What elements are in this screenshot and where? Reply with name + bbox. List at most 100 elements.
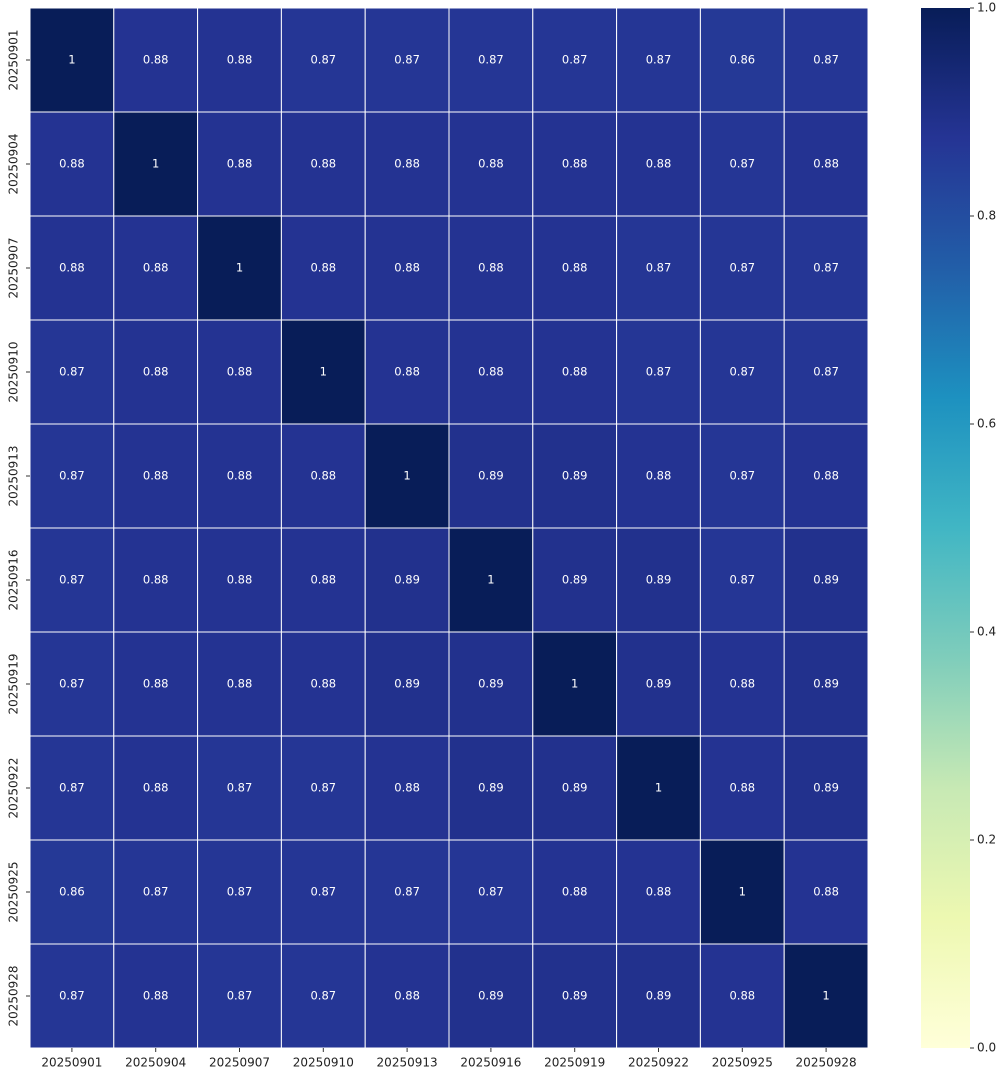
heatmap-cell — [699, 423, 785, 529]
cell-label: 0.87 — [59, 677, 85, 691]
cell-label: 0.88 — [143, 573, 169, 587]
heatmap-cell — [197, 735, 282, 841]
y-tick-label: 20250904 — [7, 133, 21, 194]
cell-label: 0.88 — [478, 261, 504, 275]
x-tick-label: 20250919 — [544, 1056, 605, 1070]
y-tick-label: 20250913 — [7, 445, 21, 506]
cell-label: 0.87 — [143, 885, 169, 899]
cell-label: 0.88 — [59, 261, 85, 275]
heatmap-cell — [29, 215, 115, 321]
cell-label: 0.88 — [478, 157, 504, 171]
cell-label: 0.88 — [813, 885, 839, 899]
heatmap-cell — [448, 7, 534, 113]
cell-label: 0.88 — [394, 261, 420, 275]
heatmap-cell — [532, 111, 618, 217]
cell-label: 1 — [571, 677, 578, 691]
cell-label: 0.87 — [310, 885, 336, 899]
heatmap-cell — [448, 319, 534, 425]
cell-label: 0.89 — [813, 677, 839, 691]
heatmap-cell — [29, 527, 115, 633]
cell-label: 0.88 — [394, 157, 420, 171]
heatmap-cell — [532, 423, 618, 529]
cell-label: 0.87 — [646, 53, 672, 67]
colorbar-tick-label: 0.8 — [977, 209, 996, 223]
cell-label: 0.87 — [59, 573, 85, 587]
heatmap-cell — [364, 7, 450, 113]
heatmap-cell — [699, 943, 785, 1049]
cell-label: 1 — [822, 989, 829, 1003]
heatmap-cell — [532, 735, 618, 841]
heatmap-cell — [197, 111, 282, 217]
heatmap-cell — [448, 735, 534, 841]
cell-label: 1 — [739, 885, 746, 899]
heatmap-cell — [783, 631, 869, 737]
x-tick-label: 20250925 — [712, 1056, 773, 1070]
cell-label: 0.88 — [394, 781, 420, 795]
cell-label: 0.89 — [646, 677, 672, 691]
cell-label: 0.89 — [562, 573, 588, 587]
heatmap-cell — [699, 631, 785, 737]
heatmap-cell — [364, 943, 450, 1049]
colorbar-tick-label: 0.2 — [977, 833, 996, 847]
x-tick-label: 20250907 — [209, 1056, 270, 1070]
heatmap-cell — [280, 839, 366, 945]
cell-label: 0.89 — [646, 989, 672, 1003]
cell-label: 0.88 — [562, 885, 588, 899]
heatmap-cell — [113, 839, 199, 945]
cell-label: 0.88 — [143, 365, 169, 379]
cell-label: 0.89 — [478, 677, 504, 691]
heatmap-cell — [280, 943, 366, 1049]
cell-label: 0.88 — [310, 261, 336, 275]
cell-label: 0.87 — [729, 573, 755, 587]
cell-label: 1 — [152, 157, 159, 171]
cell-label: 0.88 — [562, 261, 588, 275]
heatmap-cell — [616, 7, 701, 113]
cell-label: 0.87 — [646, 261, 672, 275]
heatmap-cell — [448, 839, 534, 945]
cell-label: 0.87 — [227, 781, 253, 795]
cell-label: 0.87 — [478, 53, 504, 67]
cell-label: 0.87 — [394, 885, 420, 899]
cell-label: 0.88 — [227, 573, 253, 587]
heatmap-cell — [280, 111, 366, 217]
cell-label: 0.87 — [646, 365, 672, 379]
heatmap-cell — [113, 111, 199, 217]
heatmap-cell — [364, 423, 450, 529]
cell-label: 1 — [320, 365, 327, 379]
cell-label: 0.87 — [562, 53, 588, 67]
cell-label: 0.87 — [310, 781, 336, 795]
cell-label: 0.87 — [59, 781, 85, 795]
cell-label: 0.88 — [813, 157, 839, 171]
heatmap-cell — [197, 215, 282, 321]
cell-label: 0.88 — [310, 157, 336, 171]
cell-label: 0.87 — [310, 989, 336, 1003]
cell-label: 0.88 — [143, 469, 169, 483]
heatmap-cell — [532, 943, 618, 1049]
cell-label: 0.88 — [143, 989, 169, 1003]
y-tick-label: 20250910 — [7, 341, 21, 402]
heatmap-cell — [29, 319, 115, 425]
heatmap-cell — [113, 943, 199, 1049]
colorbar-tick-label: 0.6 — [977, 417, 996, 431]
x-tick-label: 20250916 — [460, 1056, 521, 1070]
x-tick-label: 20250928 — [796, 1056, 857, 1070]
heatmap-cell — [783, 215, 869, 321]
heatmap-cell — [532, 527, 618, 633]
cell-label: 0.88 — [59, 157, 85, 171]
colorbar — [921, 8, 970, 1048]
heatmap-cell — [197, 7, 282, 113]
heatmap-cell — [616, 735, 701, 841]
cell-label: 0.88 — [143, 781, 169, 795]
cell-label: 0.87 — [729, 261, 755, 275]
cell-label: 0.87 — [813, 53, 839, 67]
y-tick-label: 20250922 — [7, 757, 21, 818]
cell-label: 0.88 — [310, 573, 336, 587]
y-tick-label: 20250925 — [7, 861, 21, 922]
heatmap-cell — [448, 527, 534, 633]
cell-label: 0.88 — [394, 365, 420, 379]
cell-label: 0.88 — [227, 365, 253, 379]
cell-label: 0.88 — [394, 989, 420, 1003]
cell-label: 0.89 — [394, 677, 420, 691]
heatmap-cell — [280, 631, 366, 737]
heatmap-cell — [699, 215, 785, 321]
